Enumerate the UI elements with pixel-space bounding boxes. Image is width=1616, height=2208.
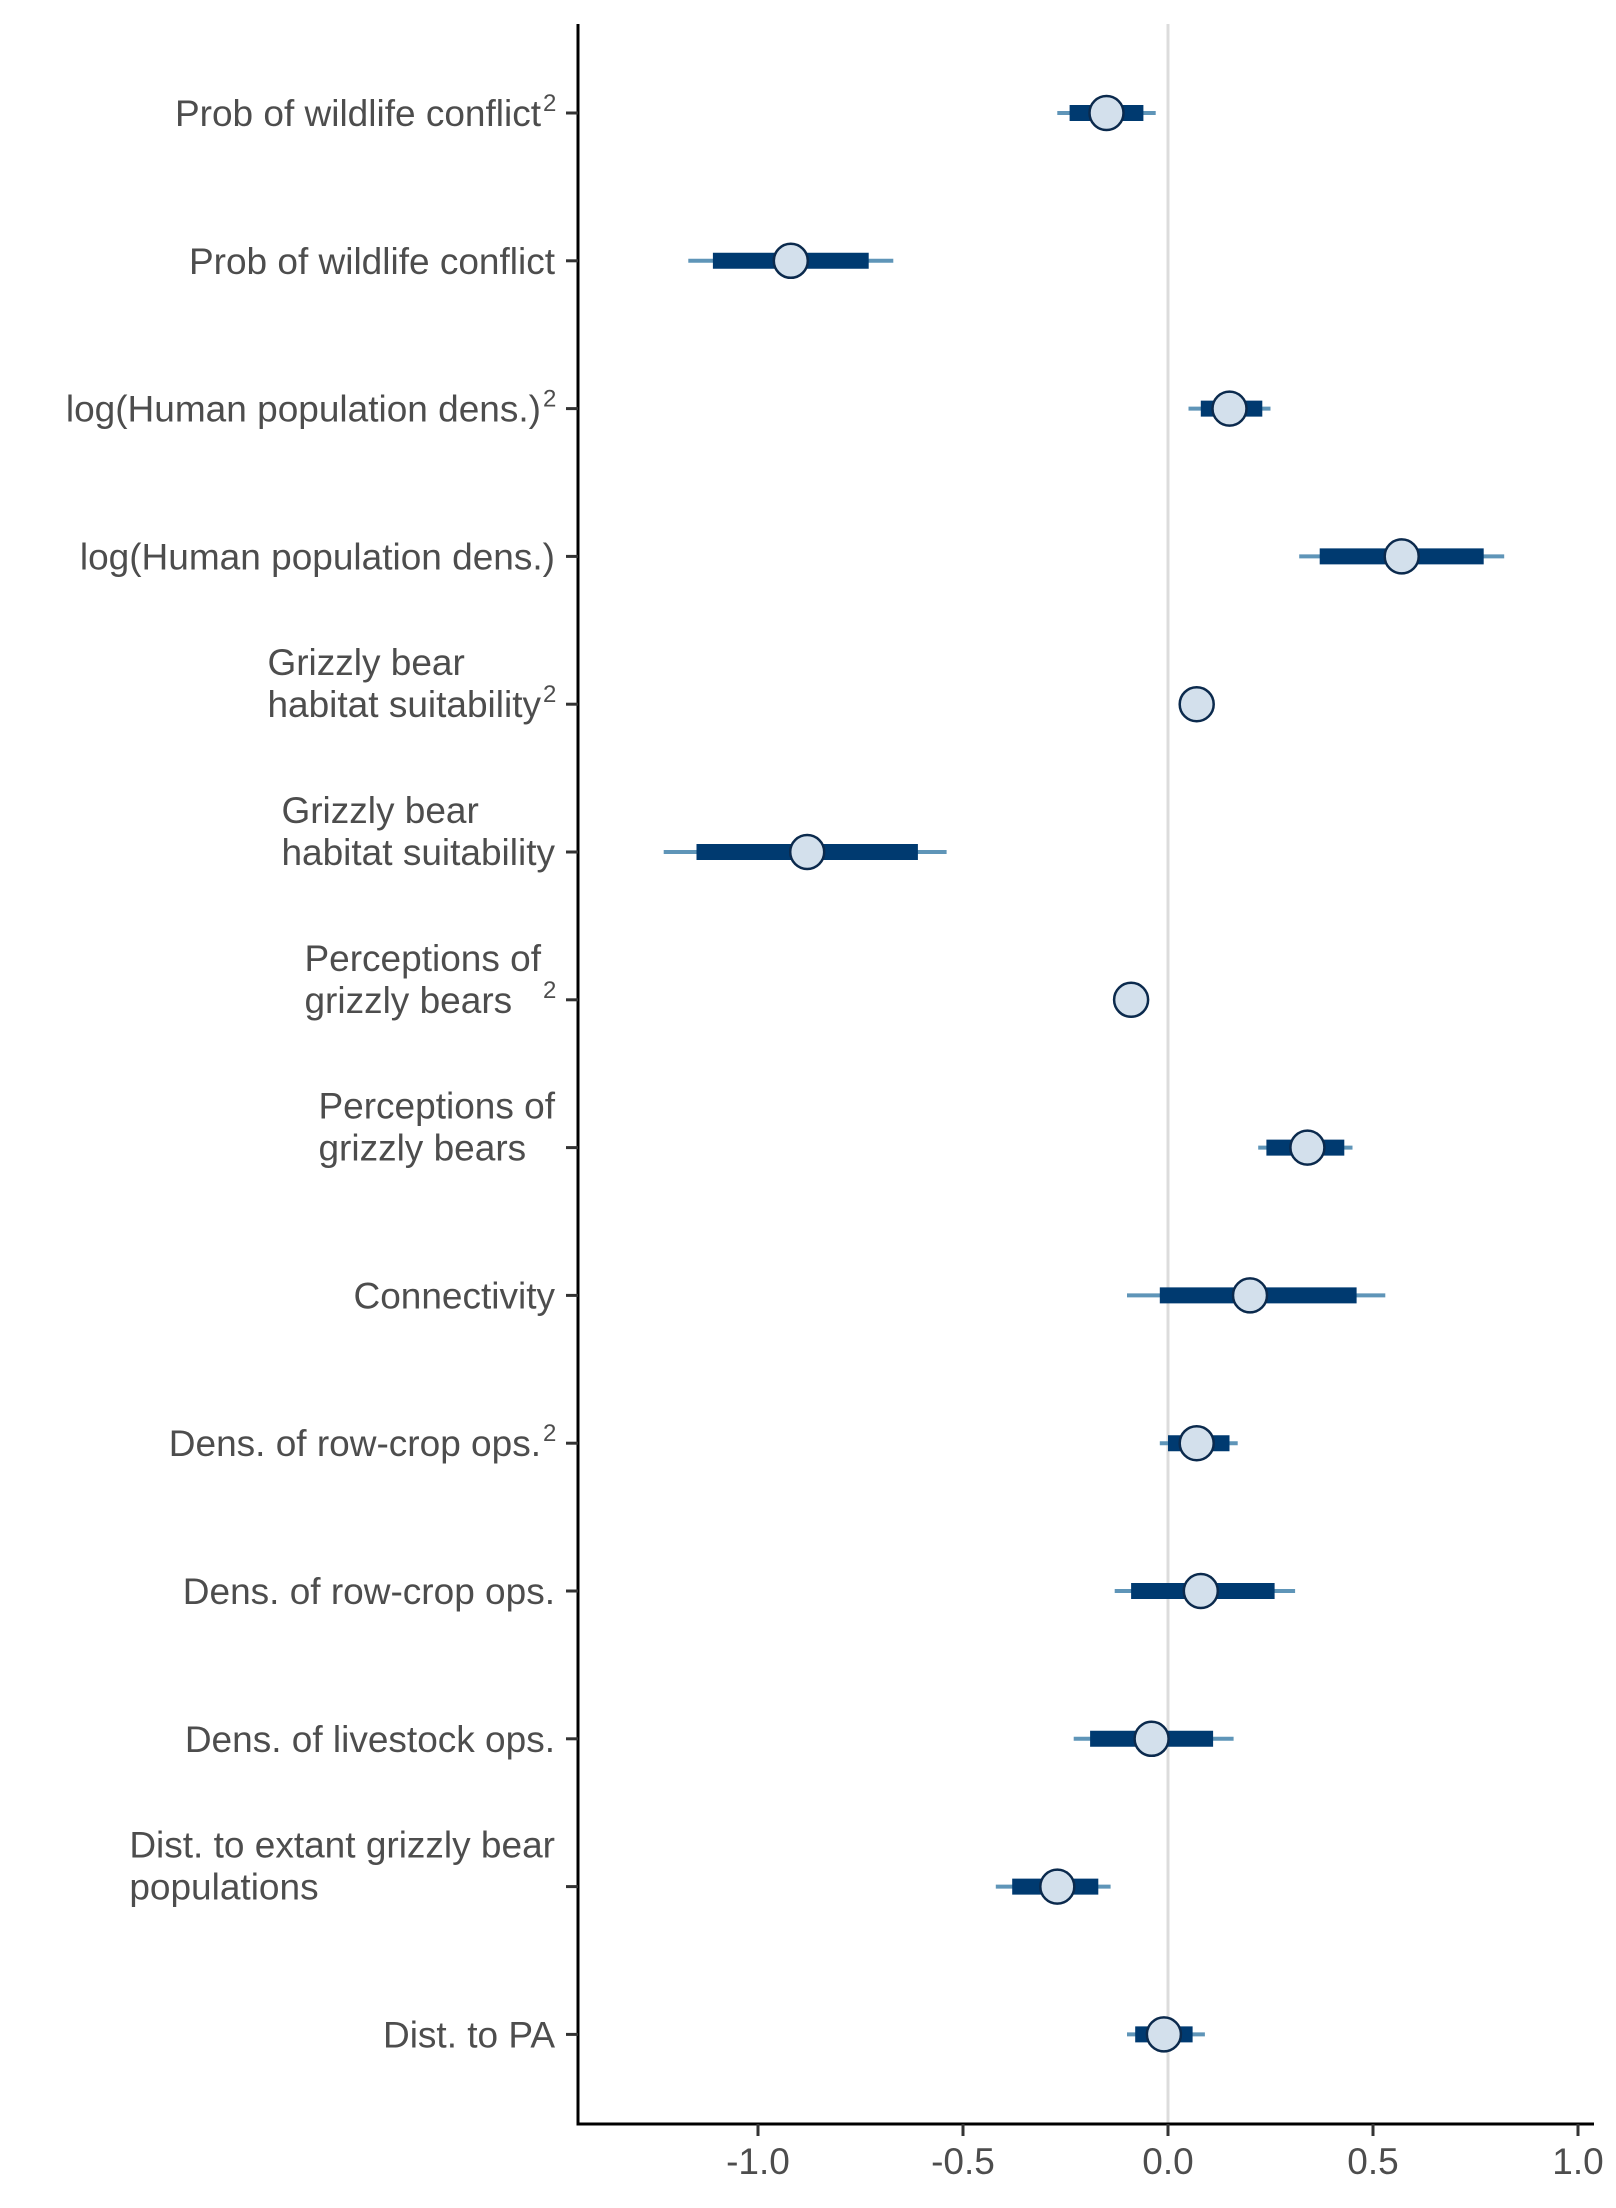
point-estimate xyxy=(1133,1720,1170,1758)
y-label: log(Human population dens.) 2 xyxy=(66,386,557,430)
point-estimate xyxy=(788,833,826,871)
y-label-text: Dens. of livestock ops. xyxy=(185,1719,555,1760)
y-label-superscript: 2 xyxy=(543,681,556,708)
y-label-text: populations xyxy=(129,1867,318,1908)
y-label-text: log(Human population dens.) xyxy=(80,536,555,577)
y-label-text: Connectivity xyxy=(353,1275,555,1316)
x-tick-label: 0.0 xyxy=(1142,2141,1193,2182)
x-tick-label: 0.5 xyxy=(1347,2141,1398,2182)
y-label-text: habitat suitability xyxy=(281,832,555,873)
y-label: log(Human population dens.) xyxy=(80,536,555,577)
y-label-text: Prob of wildlife conflict xyxy=(189,241,556,282)
axis-layer: -1.0 -0.5 0.0 0.5 1.0 xyxy=(566,24,1604,2182)
point-estimate xyxy=(1231,1277,1269,1314)
point-estimate xyxy=(1182,1572,1220,1610)
point-estimate xyxy=(1178,1424,1215,1462)
y-label: Prob of wildlife conflict xyxy=(189,241,556,282)
x-tick-label: 1.0 xyxy=(1552,2141,1603,2182)
y-label: Dens. of row-crop ops. xyxy=(183,1571,555,1612)
y-label-text: Perceptions of xyxy=(318,1086,555,1127)
y-label-text: Dist. to extant grizzly bear xyxy=(129,1825,555,1866)
y-label-text: Dens. of row-crop ops. xyxy=(169,1423,541,1464)
y-label-text: habitat suitability xyxy=(267,684,541,725)
point-estimate xyxy=(1289,1129,1326,1166)
y-label: Dens. of livestock ops. xyxy=(185,1719,555,1760)
x-tick-label: -0.5 xyxy=(931,2141,995,2182)
point-estimate xyxy=(1211,390,1248,427)
point-estimate xyxy=(1088,94,1125,132)
point-estimate xyxy=(1039,1868,1076,1905)
y-label-text: grizzly bears xyxy=(318,1128,526,1169)
point-estimate xyxy=(1145,2016,1183,2053)
y-label-text: log(Human population dens.) xyxy=(66,389,541,430)
y-label-superscript: 2 xyxy=(543,977,556,1004)
y-label-text: Dens. of row-crop ops. xyxy=(183,1571,555,1612)
y-label-superscript: 2 xyxy=(543,90,556,117)
estimates xyxy=(663,94,1505,2053)
y-label: Prob of wildlife conflict 2 xyxy=(175,90,556,134)
y-label: Dist. to PA xyxy=(383,2014,555,2055)
y-label-text: Prob of wildlife conflict xyxy=(175,93,542,134)
y-label-text: Grizzly bear xyxy=(267,642,464,683)
y-label-superscript: 2 xyxy=(543,1420,556,1447)
y-label-superscript: 2 xyxy=(543,386,556,413)
y-label: Connectivity xyxy=(353,1275,555,1316)
x-tick-label: -1.0 xyxy=(726,2141,790,2182)
y-label-text: Dist. to PA xyxy=(383,2014,555,2055)
y-label-text: grizzly bears xyxy=(304,980,512,1021)
point-estimate xyxy=(1178,685,1215,723)
y-label-text: Grizzly bear xyxy=(281,790,478,831)
y-label: Dens. of row-crop ops. 2 xyxy=(169,1420,557,1464)
point-estimate xyxy=(772,242,810,280)
y-label-text: Perceptions of xyxy=(304,938,541,979)
point-estimate xyxy=(1383,538,1420,575)
point-estimate xyxy=(1112,981,1150,1019)
